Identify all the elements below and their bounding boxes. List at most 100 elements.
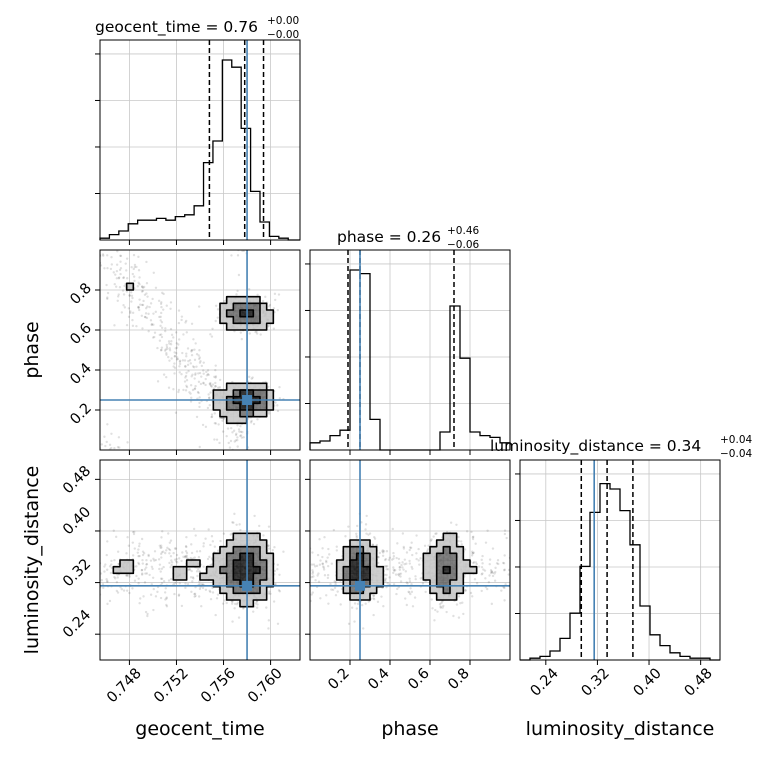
density-cell (423, 560, 431, 568)
sample-point (191, 348, 194, 352)
density-cell (450, 546, 458, 554)
density-cell (436, 540, 444, 548)
sample-point (500, 589, 503, 592)
sample-point (183, 380, 187, 383)
sample-point (150, 565, 154, 569)
density-cell (233, 296, 241, 304)
sample-point (215, 438, 219, 441)
density-cell (240, 573, 248, 581)
sample-point (183, 359, 187, 362)
sample-point (152, 557, 155, 561)
density-cell (220, 546, 228, 554)
sample-point (160, 546, 163, 549)
sample-point (193, 592, 196, 596)
sample-point (419, 557, 422, 560)
sample-point (471, 552, 474, 555)
sample-point (113, 575, 116, 579)
sample-point (371, 543, 375, 546)
sample-point (152, 323, 155, 326)
sample-point (148, 573, 151, 577)
sample-point (318, 538, 321, 541)
sample-point (114, 577, 117, 580)
density-cell (246, 303, 254, 311)
density-cell (246, 566, 254, 574)
ylabel-phase: phase (21, 321, 43, 378)
sample-point (145, 563, 148, 566)
density-cell (443, 586, 451, 594)
sample-point (170, 563, 173, 567)
sample-point (430, 538, 433, 541)
sample-point (471, 550, 474, 553)
density-cell (343, 573, 351, 581)
sample-point (145, 558, 148, 562)
density-cell (220, 586, 228, 594)
sample-point (194, 586, 197, 589)
sample-point (165, 603, 168, 607)
sample-point (129, 310, 132, 313)
density-cell (350, 560, 358, 568)
sample-point (322, 565, 325, 568)
sample-point (469, 591, 473, 595)
sample-point (364, 523, 368, 526)
sample-point (398, 565, 402, 569)
density-cell (220, 553, 228, 561)
density-cell (456, 566, 464, 574)
sample-point (481, 554, 484, 558)
density-cell (226, 416, 234, 424)
density-cell (233, 316, 241, 324)
sample-point (406, 582, 409, 585)
sample-point (461, 601, 464, 604)
panel-frame (99, 39, 301, 241)
sample-point (214, 364, 217, 367)
density-cell (240, 566, 248, 574)
sample-point (248, 332, 251, 335)
sample-point (254, 330, 257, 334)
density-cell (260, 316, 268, 324)
density-cell (253, 310, 261, 318)
sample-point (158, 567, 161, 571)
density-cell (233, 573, 241, 581)
sample-point (149, 319, 153, 322)
sample-point (115, 263, 119, 266)
density-cell (370, 573, 378, 581)
sample-point (372, 597, 375, 600)
density-cell (450, 593, 458, 601)
sample-point (327, 602, 330, 605)
sample-point (145, 572, 149, 575)
truth-lines-layer (100, 40, 595, 660)
sample-point (210, 413, 214, 416)
density-cell (226, 383, 234, 391)
density-cell (443, 593, 451, 601)
sample-point (164, 329, 167, 333)
sample-point (137, 281, 140, 285)
sample-point (177, 388, 181, 392)
sample-point (177, 594, 181, 597)
sample-point (225, 601, 228, 605)
sample-point (267, 547, 271, 550)
sample-point (214, 422, 218, 425)
density-cell (233, 383, 241, 391)
sample-point (403, 562, 406, 566)
density-cell (363, 573, 371, 581)
density-cell (213, 573, 221, 581)
density-cell (253, 586, 261, 594)
sample-point (194, 342, 197, 345)
sample-point (408, 546, 412, 549)
sample-point (104, 444, 107, 448)
sample-point (381, 554, 385, 557)
sample-point (219, 539, 222, 543)
sample-point (164, 348, 167, 351)
density-cell (226, 323, 234, 331)
sample-point (372, 597, 376, 601)
sample-point (133, 579, 137, 582)
density-cell (470, 566, 478, 574)
sample-point (116, 250, 119, 253)
sample-point (473, 578, 477, 581)
sample-point (190, 322, 194, 325)
sample-point (159, 577, 163, 580)
sample-point (392, 551, 395, 555)
sample-point (180, 315, 184, 318)
sample-point (184, 321, 187, 324)
sample-point (487, 580, 491, 584)
density-cell (246, 533, 254, 541)
